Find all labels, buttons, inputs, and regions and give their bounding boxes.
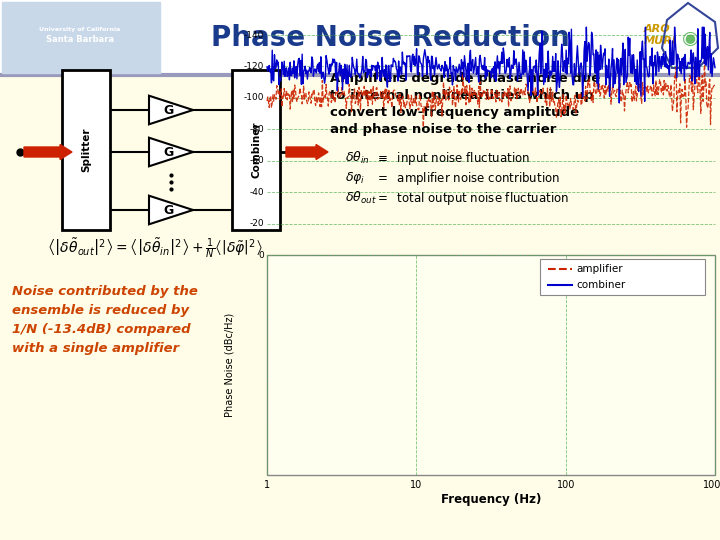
Text: Splitter: Splitter: [81, 128, 91, 172]
Bar: [232, 70, 280, 230]
Text: $\left\langle\left|\delta\tilde{\theta}_{out}\right|^2\right\rangle = \left\lang: $\left\langle\left|\delta\tilde{\theta}_…: [47, 237, 263, 260]
Text: 1: 1: [264, 480, 270, 490]
Text: amplifier: amplifier: [576, 264, 623, 274]
Text: $=$  amplifier noise contribution: $=$ amplifier noise contribution: [375, 170, 560, 187]
FancyArrow shape: [24, 145, 72, 159]
Text: to internal nonlineariities which up: to internal nonlineariities which up: [330, 89, 593, 102]
Text: $\delta\theta_{in}$: $\delta\theta_{in}$: [345, 150, 369, 166]
Text: -140: -140: [243, 30, 264, 39]
Text: -60: -60: [249, 156, 264, 165]
Text: Santa Barbara: Santa Barbara: [46, 35, 114, 44]
Bar: [267, 255, 715, 475]
Text: 10: 10: [410, 480, 423, 490]
Text: ◉: ◉: [682, 29, 698, 48]
Bar: [62, 70, 110, 230]
Text: $=$  total output noise fluctuation: $=$ total output noise fluctuation: [375, 190, 569, 207]
Text: -40: -40: [249, 187, 264, 197]
Text: G: G: [163, 204, 173, 217]
Text: Noise contributed by the
ensemble is reduced by
1/N (-13.4dB) compared
with a si: Noise contributed by the ensemble is red…: [12, 285, 198, 355]
Text: $\delta\varphi_i$: $\delta\varphi_i$: [345, 170, 365, 186]
Text: Frequency (Hz): Frequency (Hz): [441, 493, 541, 506]
Text: G: G: [163, 104, 173, 117]
Text: 0: 0: [258, 251, 264, 260]
Text: Phase Noise Reduction: Phase Noise Reduction: [211, 24, 570, 51]
Polygon shape: [149, 96, 193, 124]
Text: convert low-frequency amplitude: convert low-frequency amplitude: [330, 106, 579, 119]
Text: 1000: 1000: [703, 480, 720, 490]
Text: Phase Noise (dBc/Hz): Phase Noise (dBc/Hz): [224, 313, 234, 417]
Text: -100: -100: [243, 93, 264, 103]
Bar: [540, 259, 705, 295]
Text: ARO
MURI: ARO MURI: [644, 24, 677, 46]
FancyArrow shape: [286, 145, 328, 159]
Text: -80: -80: [249, 125, 264, 134]
Text: combiner: combiner: [576, 280, 625, 290]
Polygon shape: [149, 195, 193, 224]
Text: Combiner: Combiner: [251, 122, 261, 178]
Bar: [0, 0, 720, 75]
Text: $\delta\theta_{out}$: $\delta\theta_{out}$: [345, 190, 377, 206]
Bar: [2, 2, 160, 73]
Text: 100: 100: [557, 480, 575, 490]
Text: University of California: University of California: [40, 27, 121, 32]
Text: -20: -20: [249, 219, 264, 228]
Text: $\equiv$  input noise fluctuation: $\equiv$ input noise fluctuation: [375, 150, 530, 167]
Text: Amplifiers degrade phase noise due: Amplifiers degrade phase noise due: [330, 72, 600, 85]
Text: -120: -120: [243, 62, 264, 71]
Text: and phase noise to the carrier: and phase noise to the carrier: [330, 123, 557, 136]
Polygon shape: [149, 138, 193, 166]
Text: G: G: [163, 145, 173, 159]
